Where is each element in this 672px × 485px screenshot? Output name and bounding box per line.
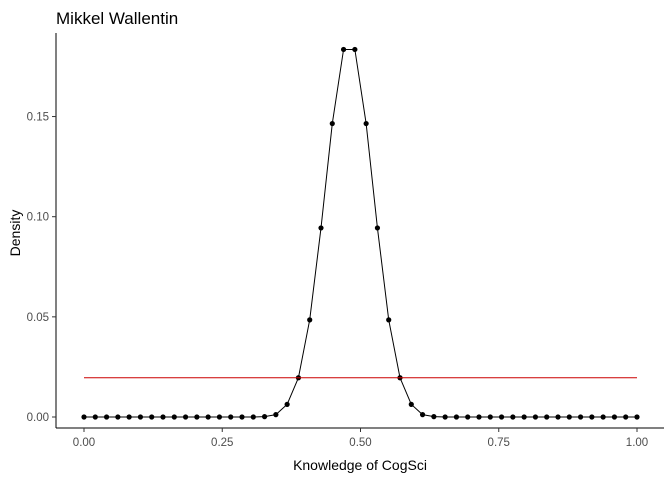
data-point	[386, 317, 392, 323]
data-point	[442, 414, 448, 420]
data-point	[103, 414, 110, 420]
data-point	[532, 414, 539, 420]
data-point	[544, 414, 550, 420]
data-point	[498, 414, 505, 420]
data-point	[261, 414, 268, 420]
data-point	[126, 414, 132, 420]
x-axis: 0.00 0.25 0.50 0.75 1.00	[73, 428, 648, 449]
data-point	[589, 414, 595, 420]
data-point	[521, 414, 527, 420]
data-point	[239, 414, 245, 420]
data-point	[476, 414, 482, 420]
x-tick-label: 1.00	[626, 437, 648, 449]
data-point	[160, 414, 166, 420]
data-point	[465, 414, 471, 420]
data-point	[363, 120, 369, 127]
posterior-line	[84, 48, 637, 418]
chart-title: Mikkel Wallentin	[56, 9, 178, 28]
data-point	[149, 414, 155, 420]
data-point	[284, 401, 290, 407]
data-point	[577, 414, 584, 420]
y-tick-label: 0.00	[27, 412, 49, 424]
data-point	[623, 414, 629, 420]
y-axis: 0.00 0.05 0.10 0.15	[27, 112, 56, 424]
data-point	[374, 225, 381, 231]
data-point	[352, 46, 358, 53]
y-axis-title: Density	[7, 210, 23, 257]
data-point	[182, 414, 189, 420]
data-point	[510, 414, 516, 420]
x-tick-label: 0.75	[488, 437, 510, 449]
y-tick-label: 0.15	[27, 112, 49, 124]
x-tick-label: 0.00	[73, 437, 95, 449]
x-tick-label: 0.50	[349, 437, 371, 449]
data-point	[171, 414, 177, 420]
data-point	[329, 120, 335, 127]
plot-area	[81, 46, 640, 420]
data-point	[408, 401, 414, 407]
data-point	[92, 414, 98, 420]
data-point	[634, 414, 640, 420]
data-point	[611, 414, 618, 420]
data-point	[205, 414, 211, 420]
x-tick-label: 0.25	[211, 437, 233, 449]
data-point	[216, 414, 223, 420]
data-point	[566, 414, 572, 420]
data-point	[340, 46, 347, 53]
data-point	[453, 414, 460, 420]
data-point	[487, 414, 493, 420]
data-point	[194, 414, 200, 420]
data-point	[115, 414, 121, 420]
data-point	[81, 414, 87, 420]
y-tick-label: 0.05	[27, 312, 49, 324]
data-point	[555, 414, 561, 420]
data-point	[228, 414, 234, 420]
data-point	[250, 414, 256, 420]
data-point	[307, 317, 313, 323]
data-point	[273, 412, 279, 418]
data-point	[419, 412, 426, 418]
data-point	[137, 414, 144, 420]
data-point	[318, 225, 324, 231]
data-point	[431, 414, 437, 420]
data-point	[600, 414, 606, 420]
x-axis-title: Knowledge of CogSci	[293, 457, 427, 473]
y-tick-label: 0.10	[27, 212, 49, 224]
